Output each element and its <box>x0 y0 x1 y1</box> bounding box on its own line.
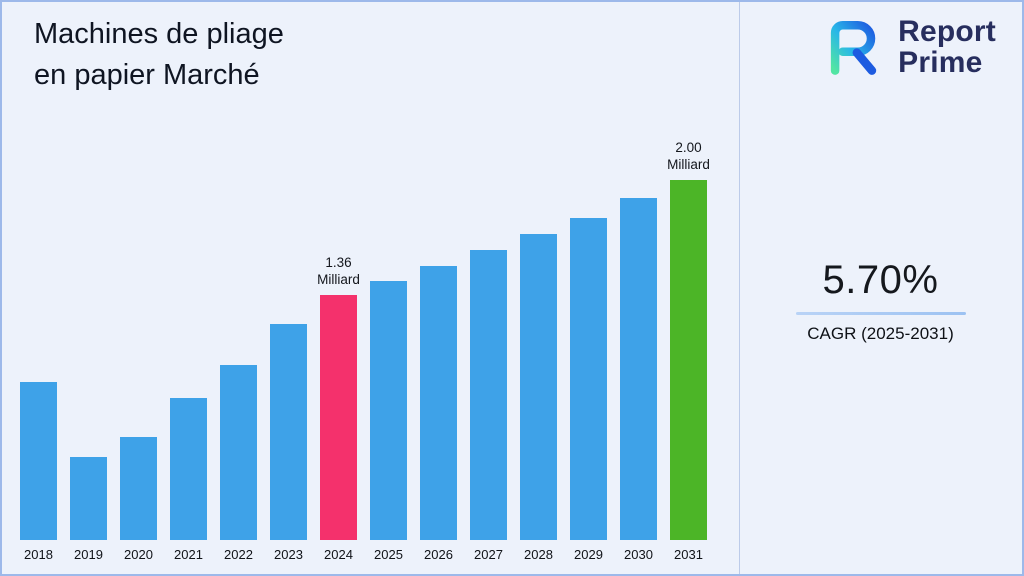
bar-2026 <box>420 266 457 540</box>
bar-plot-2018 <box>20 144 57 540</box>
bar-2028 <box>520 234 557 540</box>
bar-annotation-line: Milliard <box>317 272 360 288</box>
bar-2025 <box>370 281 407 540</box>
bar-2018 <box>20 382 57 540</box>
brand-name: Report Prime <box>898 15 996 80</box>
stat-underline <box>795 312 966 315</box>
bar-annotation-line: 1.36 <box>325 255 352 271</box>
bar-column-2027: 2027 <box>470 144 507 562</box>
bar-plot-2019 <box>70 144 107 540</box>
page-title-line1: Machines de pliage <box>34 18 284 50</box>
bar-column-2018: 2018 <box>20 144 57 562</box>
bar-chart: 2018 2019 2020 2021 2022 2023 1.36 Milliard 2024… <box>20 140 710 562</box>
bar-2031 <box>670 180 707 540</box>
bar-2024 <box>320 295 357 540</box>
page-title-line2: en papier Marché <box>34 59 260 92</box>
bar-2019 <box>70 457 107 540</box>
bar-plot-2021 <box>170 144 207 540</box>
bar-2021 <box>170 398 207 540</box>
bar-2020 <box>120 437 157 540</box>
bar-annotation-2024: 1.36 Milliard <box>317 255 360 289</box>
bar-plot-2025 <box>370 144 407 540</box>
bar-2030 <box>620 198 657 540</box>
bar-plot-2023 <box>270 144 307 540</box>
x-tick-label-2027: 2027 <box>474 547 503 562</box>
cagr-value: 5.70% <box>822 258 939 302</box>
bar-column-2025: 2025 <box>370 144 407 562</box>
bar-column-2019: 2019 <box>70 144 107 562</box>
x-tick-label-2031: 2031 <box>674 547 703 562</box>
x-tick-label-2022: 2022 <box>224 547 253 562</box>
bar-plot-2027 <box>470 144 507 540</box>
bar-2027 <box>470 250 507 540</box>
report-prime-logo-icon <box>830 21 877 76</box>
x-tick-label-2024: 2024 <box>324 547 353 562</box>
x-tick-label-2018: 2018 <box>24 547 53 562</box>
bar-annotation-line: 2.00 <box>675 140 702 156</box>
cagr-label: CAGR (2025-2031) <box>807 324 954 343</box>
bar-plot-2029 <box>570 144 607 540</box>
x-tick-label-2025: 2025 <box>374 547 403 562</box>
bar-column-2020: 2020 <box>120 144 157 562</box>
x-tick-label-2030: 2030 <box>624 547 653 562</box>
vertical-divider <box>739 2 740 574</box>
bar-plot-2028 <box>520 144 557 540</box>
bar-annotation-2031: 2.00 Milliard <box>667 140 710 174</box>
page-title: Machines de pliage en papier Marché <box>34 14 284 96</box>
bar-column-2028: 2028 <box>520 144 557 562</box>
bar-2023 <box>270 324 307 540</box>
bar-column-2030: 2030 <box>620 144 657 562</box>
bar-plot-2024: 1.36 Milliard <box>317 144 360 540</box>
bar-annotation-line: Milliard <box>667 157 710 173</box>
bar-column-2024: 1.36 Milliard 2024 <box>317 144 360 562</box>
bar-plot-2031: 2.00 Milliard <box>667 140 710 540</box>
brand-name-line1: Report <box>898 15 996 48</box>
bar-column-2021: 2021 <box>170 144 207 562</box>
bar-column-2026: 2026 <box>420 144 457 562</box>
x-tick-label-2023: 2023 <box>274 547 303 562</box>
bar-column-2031: 2.00 Milliard 2031 <box>667 140 710 562</box>
x-tick-label-2021: 2021 <box>174 547 203 562</box>
x-tick-label-2019: 2019 <box>74 547 103 562</box>
x-tick-label-2026: 2026 <box>424 547 453 562</box>
brand-logo: Report Prime <box>820 16 996 78</box>
brand-name-line2: Prime <box>898 46 983 80</box>
x-tick-label-2028: 2028 <box>524 547 553 562</box>
bar-plot-2030 <box>620 144 657 540</box>
bar-plot-2022 <box>220 144 257 540</box>
bar-plot-2020 <box>120 144 157 540</box>
bar-column-2029: 2029 <box>570 144 607 562</box>
bar-column-2022: 2022 <box>220 144 257 562</box>
x-tick-label-2029: 2029 <box>574 547 603 562</box>
bar-2029 <box>570 218 607 540</box>
bar-plot-2026 <box>420 144 457 540</box>
x-tick-label-2020: 2020 <box>124 547 153 562</box>
cagr-stat: 5.70% CAGR (2025-2031) <box>741 258 1020 344</box>
bar-2022 <box>220 365 257 540</box>
bar-column-2023: 2023 <box>270 144 307 562</box>
